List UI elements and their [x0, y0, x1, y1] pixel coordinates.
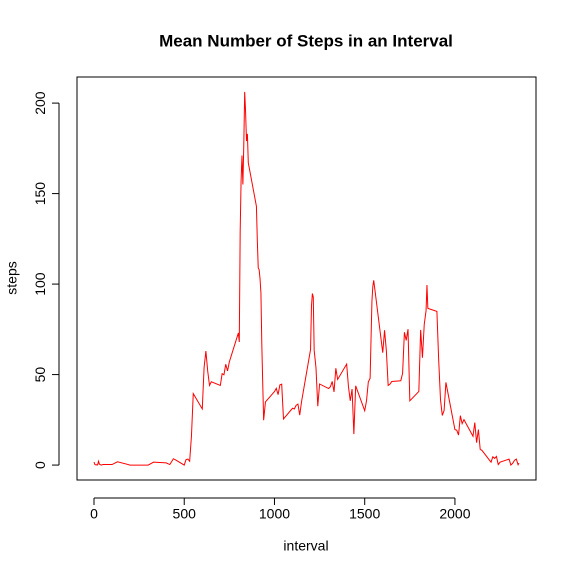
y-tick-label: 150	[32, 182, 48, 206]
y-tick-label: 200	[32, 91, 48, 115]
x-tick-label: 0	[90, 505, 98, 521]
x-tick-label: 2000	[439, 505, 470, 521]
data-line	[93, 91, 520, 467]
x-tick-label: 1500	[349, 505, 380, 521]
x-tick-label: 500	[173, 505, 197, 521]
y-tick-label: 0	[32, 461, 48, 469]
x-tick-label: 1000	[259, 505, 290, 521]
y-tick-label: 50	[32, 367, 48, 383]
x-axis-label: interval	[283, 538, 328, 554]
chart-title: Mean Number of Steps in an Interval	[159, 31, 453, 50]
plot-box	[76, 76, 537, 481]
y-axis-label: steps	[4, 261, 20, 294]
y-tick-label: 100	[32, 272, 48, 296]
